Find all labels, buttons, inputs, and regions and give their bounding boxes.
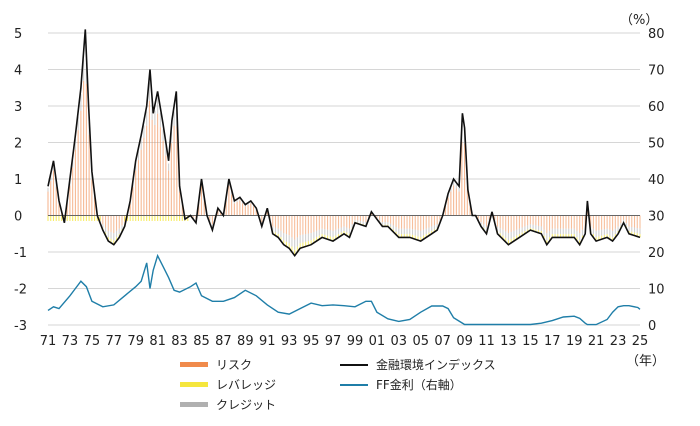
left-tick-label: 1 <box>14 173 22 188</box>
x-tick-label: 11 <box>478 334 495 349</box>
legend-label-risk: リスク <box>216 358 253 372</box>
x-tick-label: 09 <box>456 334 473 349</box>
legend-swatch-leverage <box>180 382 208 387</box>
component-bars <box>47 59 641 256</box>
right-tick-label: 60 <box>648 100 665 115</box>
x-tick-label: 15 <box>522 334 539 349</box>
right-axis-ticks: 80 70 60 50 40 30 20 10 0 <box>648 27 665 334</box>
right-tick-label: 0 <box>648 319 656 334</box>
x-tick-label: 89 <box>237 334 254 349</box>
x-tick-label: 97 <box>325 334 342 349</box>
x-tick-label: 25 <box>632 334 649 349</box>
legend-label-fci: 金融環境インデックス <box>376 358 496 372</box>
grid-lines <box>48 32 640 326</box>
ff-rate-line <box>47 253 641 326</box>
left-tick-label: 4 <box>14 64 22 79</box>
left-axis-ticks: 5 4 3 2 1 0 -1 -2 -3 <box>14 27 27 334</box>
legend-label-credit: クレジット <box>216 398 277 412</box>
legend-item-credit: クレジット <box>180 396 276 413</box>
x-tick-label: 77 <box>106 334 123 349</box>
legend-item-fci: 金融環境インデックス <box>340 356 496 373</box>
legend-item-risk: リスク <box>180 356 252 373</box>
fci-line <box>47 29 641 258</box>
x-tick-label: 23 <box>610 334 627 349</box>
x-tick-label: 85 <box>193 334 210 349</box>
x-tick-label: 83 <box>171 334 188 349</box>
x-tick-label: 81 <box>149 334 166 349</box>
left-tick-label: -3 <box>14 319 27 334</box>
right-tick-label: 30 <box>648 210 665 225</box>
right-tick-label: 20 <box>648 246 665 261</box>
x-tick-label: 71 <box>40 334 57 349</box>
left-tick-label: 3 <box>14 100 22 115</box>
x-tick-label: 75 <box>84 334 101 349</box>
x-tick-label: 07 <box>434 334 451 349</box>
right-tick-label: 80 <box>648 27 665 42</box>
x-tick-label: 21 <box>588 334 605 349</box>
x-tick-label: 99 <box>347 334 364 349</box>
x-tick-label: 19 <box>566 334 583 349</box>
legend-label-ff: FF金利（右軸） <box>376 378 462 392</box>
x-tick-label: 03 <box>391 334 408 349</box>
legend-label-leverage: レバレッジ <box>216 378 277 392</box>
left-tick-label: -1 <box>14 246 27 261</box>
x-tick-label: 01 <box>369 334 386 349</box>
x-axis-ticks: 71 73 75 77 79 81 83 85 87 89 91 93 95 97 99 01 03 05 07 09… <box>40 334 649 349</box>
right-tick-label: 70 <box>648 64 665 79</box>
x-tick-label: 87 <box>215 334 232 349</box>
x-tick-label: 95 <box>303 334 320 349</box>
right-tick-label: 40 <box>648 173 665 188</box>
x-tick-label: 93 <box>281 334 298 349</box>
left-tick-label: -2 <box>14 283 27 298</box>
x-axis-unit-label: （年） <box>626 354 665 369</box>
x-tick-label: 79 <box>127 334 144 349</box>
x-tick-label: 73 <box>62 334 79 349</box>
left-tick-label: 0 <box>14 210 22 225</box>
right-tick-label: 10 <box>648 283 665 298</box>
x-tick-label: 05 <box>412 334 429 349</box>
legend-swatch-fci <box>340 363 368 366</box>
legend-swatch-credit <box>180 402 208 407</box>
left-tick-label: 5 <box>14 27 22 42</box>
right-tick-label: 50 <box>648 137 665 152</box>
x-tick-label: 13 <box>500 334 517 349</box>
legend-swatch-ff <box>340 383 368 386</box>
x-tick-label: 17 <box>544 334 561 349</box>
x-tick-label: 91 <box>259 334 276 349</box>
left-tick-label: 2 <box>14 137 22 152</box>
right-axis-unit-label: （%） <box>620 13 658 28</box>
legend-item-leverage: レバレッジ <box>180 376 276 393</box>
legend-item-ff: FF金利（右軸） <box>340 376 462 393</box>
legend-swatch-risk <box>180 362 208 367</box>
